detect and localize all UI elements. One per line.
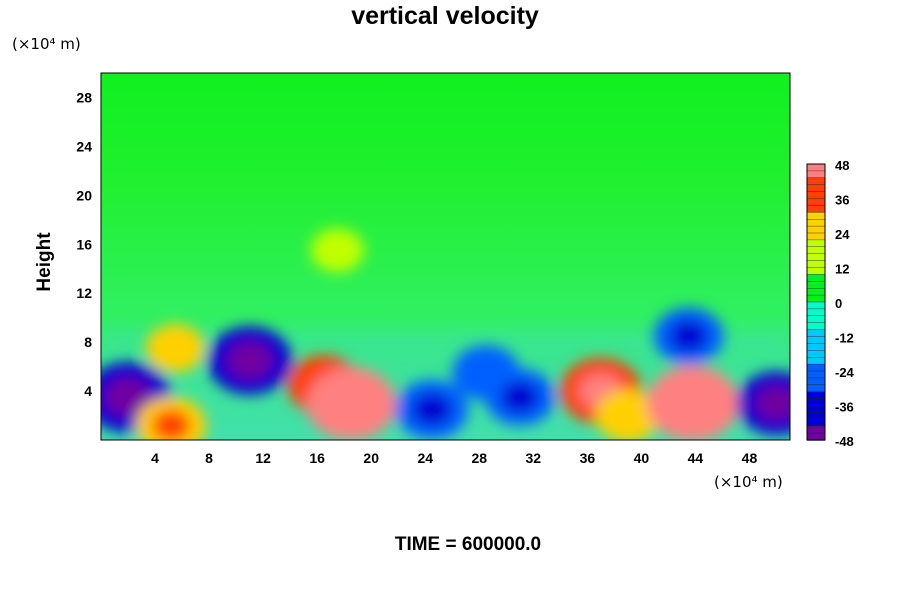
colorbar-segment xyxy=(806,391,826,400)
contour-feature xyxy=(595,389,661,440)
x-tick-label: 40 xyxy=(634,450,650,466)
colorbar-tick-label: -36 xyxy=(835,400,854,415)
colorbar-segment xyxy=(806,336,826,345)
colorbar-segment xyxy=(806,281,826,289)
colorbar-segment xyxy=(806,218,826,227)
colorbar-segment xyxy=(806,294,826,303)
contour-feature xyxy=(145,324,205,373)
y-tick-label: 20 xyxy=(76,187,92,203)
colorbar-segment xyxy=(806,384,826,393)
colorbar-segment xyxy=(806,246,826,255)
colorbar-segment xyxy=(806,191,826,200)
colorbar-tick-label: -48 xyxy=(835,434,854,449)
colorbar-tick-label: 24 xyxy=(835,227,850,242)
x-tick-label: 32 xyxy=(526,450,542,466)
colorbar-segment xyxy=(806,322,826,331)
time-label: TIME = 600000.0 xyxy=(395,534,541,555)
plot-frame xyxy=(100,72,791,441)
contour-feature xyxy=(310,228,365,273)
contour-feature-core xyxy=(226,341,273,380)
y-tick-label: 24 xyxy=(76,138,92,154)
colorbar-segment xyxy=(806,329,826,338)
colorbar-segment xyxy=(806,357,826,365)
colorbar-segment xyxy=(806,225,826,234)
colorbar-tick-label: -12 xyxy=(835,331,854,346)
x-tick-labels: 4 8 12 16 20 24 28 32 36 40 44 48 xyxy=(151,450,757,466)
chart-title: vertical velocity xyxy=(351,2,539,30)
colorbar-segment xyxy=(806,377,826,386)
colorbar-segment xyxy=(806,288,826,296)
colorbar-segment xyxy=(806,232,826,241)
colorbar-segment xyxy=(806,253,826,262)
colorbar-segment xyxy=(806,274,826,282)
contour-feature-core xyxy=(500,381,540,413)
y-tick-label: 8 xyxy=(84,334,92,350)
y-tick-label: 4 xyxy=(84,383,92,399)
colorbar-segment xyxy=(806,184,826,193)
colorbar-segment xyxy=(806,343,826,351)
colorbar-segment xyxy=(806,398,826,407)
x-tick-label: 44 xyxy=(688,450,704,466)
contour-feature-core xyxy=(411,393,453,426)
colorbar-segment xyxy=(806,370,826,379)
colorbar-segment xyxy=(806,163,826,172)
colorbar-segment xyxy=(806,315,826,324)
x-tick-label: 48 xyxy=(742,450,758,466)
colorbar-segment xyxy=(806,363,826,372)
colorbar-segment xyxy=(806,412,826,420)
colorbar-tick-label: 12 xyxy=(835,262,849,277)
colorbar-segment xyxy=(806,177,826,186)
colorbar-tick-label: 0 xyxy=(835,296,842,311)
contour-feature-core xyxy=(152,409,191,440)
colorbar-segment xyxy=(806,308,826,317)
x-tick-label: 12 xyxy=(255,450,271,466)
x-tick-label: 36 xyxy=(580,450,596,466)
colorbar-segment xyxy=(806,405,826,414)
y-tick-labels: 4 8 12 16 20 24 28 xyxy=(76,89,92,399)
y-tick-label: 28 xyxy=(76,89,92,105)
colorbar-segment xyxy=(806,212,826,220)
colorbar-segment xyxy=(806,267,826,276)
colorbar-segment xyxy=(806,239,826,248)
x-tick-label: 24 xyxy=(417,450,433,466)
colorbar-segment xyxy=(806,350,826,358)
colorbar-segment xyxy=(806,260,826,269)
colorbar-segment xyxy=(806,170,826,179)
colorbar-segment xyxy=(806,419,826,427)
colorbar xyxy=(806,163,826,441)
colorbar-segment xyxy=(806,426,826,434)
x-unit-label: (×10⁴ m) xyxy=(714,473,783,491)
contour-feature-core xyxy=(667,382,719,424)
colorbar-segment xyxy=(806,198,826,207)
colorbar-segment xyxy=(806,205,826,213)
y-tick-label: 16 xyxy=(76,236,92,252)
colorbar-tick-label: -24 xyxy=(835,365,855,380)
y-unit-label: (×10⁴ m) xyxy=(12,35,81,53)
x-tick-label: 20 xyxy=(363,450,379,466)
colorbar-tick-label: 48 xyxy=(835,158,849,173)
colorbar-frame xyxy=(806,163,826,441)
contour-feature-core xyxy=(104,377,152,417)
contour-feature-core xyxy=(754,385,790,421)
colorbar-tick-labels: 48 36 24 12 0 -12 -24 -36 -48 xyxy=(835,158,855,449)
y-axis-label: Height xyxy=(34,232,55,292)
colorbar-segment xyxy=(806,301,826,310)
x-tick-label: 4 xyxy=(151,450,159,466)
contour-feature-core xyxy=(669,320,708,352)
y-tick-label: 12 xyxy=(76,285,92,301)
contour-feature-core xyxy=(326,383,376,424)
x-tick-label: 16 xyxy=(309,450,325,466)
x-tick-label: 8 xyxy=(205,450,213,466)
contour-features xyxy=(101,228,790,440)
x-tick-label: 28 xyxy=(471,450,487,466)
colorbar-segment xyxy=(806,432,826,441)
colorbar-tick-label: 36 xyxy=(835,193,849,208)
